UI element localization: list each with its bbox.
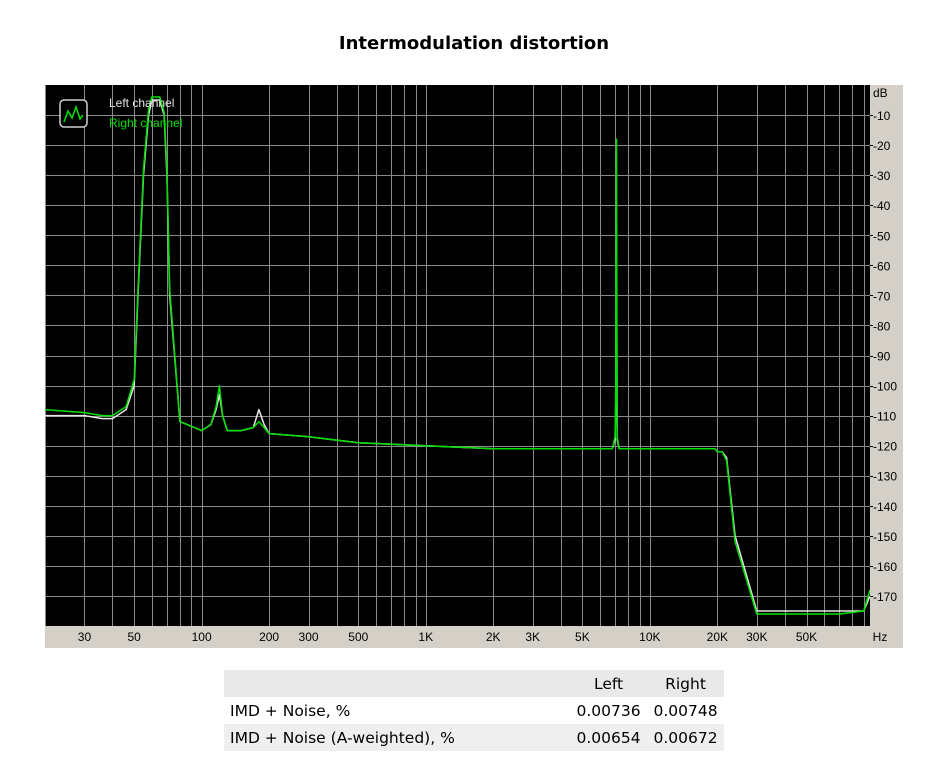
x-tick-label: 500 <box>348 630 368 644</box>
legend-entry: Left channel <box>109 96 174 110</box>
y-tick-label: -20 <box>873 139 891 153</box>
y-tick-label: -30 <box>873 169 891 183</box>
legend-entry: Right channel <box>109 116 182 130</box>
table-cell-right: 0.00672 <box>647 724 724 751</box>
y-tick-label: -100 <box>873 380 897 394</box>
series-group <box>45 96 870 615</box>
x-tick-label: 20K <box>707 630 728 644</box>
x-axis-labels: 30 50 100 200 300 500 1K 2K 3K 5K 10K 20K 30K 50K Hz <box>78 630 888 644</box>
spectrum-chart: dB -10 -20 -30 -40 -50 -60 -70 -80 -90 -100 -110 -12… <box>45 85 903 648</box>
x-axis-unit: Hz <box>873 630 888 644</box>
y-tick-label: -60 <box>873 259 891 273</box>
table-cell-left: 0.00654 <box>570 724 648 751</box>
table-header-row: Left Right <box>224 670 724 697</box>
y-tick-label: -110 <box>873 410 896 424</box>
y-tick-label: -150 <box>873 530 897 544</box>
y-tick-label: -130 <box>873 470 897 484</box>
y-tick-label: -120 <box>873 440 897 454</box>
table-row: IMD + Noise (A-weighted), % 0.00654 0.00… <box>224 724 724 751</box>
x-tick-label: 100 <box>192 630 212 644</box>
x-tick-label: 300 <box>299 630 319 644</box>
x-tick-label: 30 <box>78 630 92 644</box>
y-tick-label: -80 <box>873 319 891 333</box>
legend: Left channel Right channel <box>59 96 182 130</box>
y-tick-label: -160 <box>873 560 897 574</box>
y-axis-labels: dB -10 -20 -30 -40 -50 -60 -70 -80 -90 -100 -110 -12… <box>873 86 897 604</box>
y-axis-unit: dB <box>873 86 888 100</box>
x-tick-label: 50K <box>796 630 817 644</box>
table-row-label: IMD + Noise, % <box>224 697 571 724</box>
table-cell-left: 0.00736 <box>570 697 648 724</box>
table-row: IMD + Noise, % 0.00736 0.00748 <box>224 697 724 724</box>
x-tick-label: 50 <box>128 630 142 644</box>
table-cell-right: 0.00748 <box>647 697 724 724</box>
page-title: Intermodulation distortion <box>338 33 610 54</box>
x-tick-label: 200 <box>259 630 279 644</box>
table-header-left: Left <box>570 670 648 697</box>
plot-area <box>45 85 870 626</box>
grid-lines <box>45 85 870 626</box>
y-tick-label: -170 <box>873 590 897 604</box>
legend-icon-trace <box>63 104 84 123</box>
x-tick-label: 5K <box>575 630 590 644</box>
y-tick-label: -40 <box>873 199 891 213</box>
y-tick-label: -140 <box>873 500 897 514</box>
x-tick-label: 2K <box>486 630 501 644</box>
x-tick-label: 30K <box>746 630 767 644</box>
table-header-blank <box>224 670 571 697</box>
results-table: Left Right IMD + Noise, % 0.00736 0.0074… <box>224 670 724 751</box>
x-tick-label: 3K <box>525 630 540 644</box>
y-tick-label: -50 <box>873 229 891 243</box>
y-tick-label: -70 <box>873 289 891 303</box>
table-row-label: IMD + Noise (A-weighted), % <box>224 724 571 751</box>
x-tick-label: 10K <box>639 630 660 644</box>
table-header-right: Right <box>647 670 724 697</box>
y-tick-label: -10 <box>873 109 891 123</box>
x-tick-label: 1K <box>418 630 433 644</box>
series-line-right-channel <box>45 96 870 615</box>
y-tick-label: -90 <box>873 350 891 364</box>
